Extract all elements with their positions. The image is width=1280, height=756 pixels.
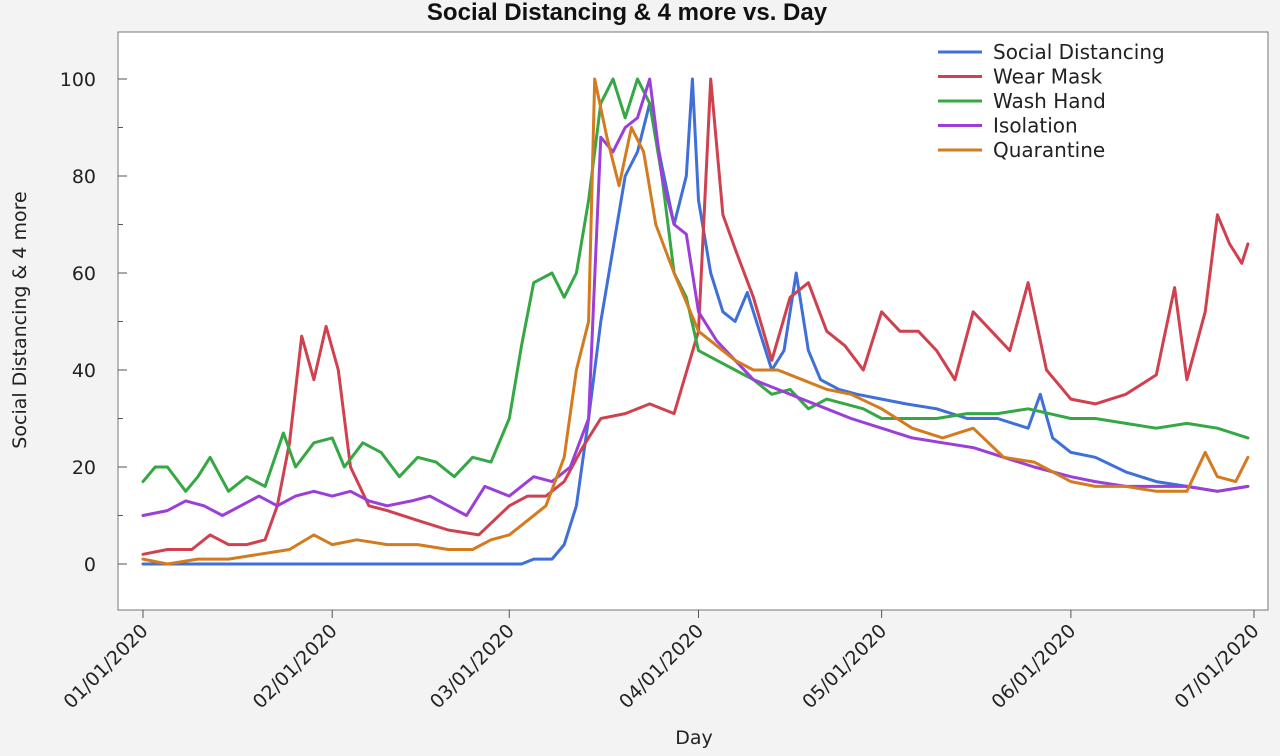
x-tick-label: 03/01/2020 <box>426 620 519 713</box>
series-line-wear-mask <box>141 77 1250 556</box>
x-tick-label: 04/01/2020 <box>615 620 708 713</box>
legend-label-wash-hand: Wash Hand <box>993 89 1106 113</box>
chart-title: Social Distancing & 4 more vs. Day <box>427 0 828 26</box>
legend-label-isolation: Isolation <box>993 114 1078 138</box>
series-line-social-distancing <box>141 77 1250 566</box>
series-line-wash-hand <box>141 77 1250 493</box>
legend-label-social-distancing: Social Distancing <box>993 40 1165 64</box>
y-tick-label: 40 <box>72 360 96 382</box>
legend-label-quarantine: Quarantine <box>993 138 1105 162</box>
legend-label-wear-mask: Wear Mask <box>993 65 1103 89</box>
y-tick-label: 0 <box>84 554 96 576</box>
y-tick-label: 100 <box>60 69 96 91</box>
y-tick-label: 20 <box>72 457 96 479</box>
series-line-isolation <box>141 77 1250 517</box>
x-tick-label: 01/01/2020 <box>60 620 153 713</box>
x-axis: 01/01/2020 02/01/2020 03/01/2020 04/01/2020… <box>60 610 1264 713</box>
x-axis-label: Day <box>675 727 713 749</box>
x-tick-label: 07/01/2020 <box>1171 620 1264 713</box>
series-layer <box>141 77 1250 566</box>
x-tick-label: 06/01/2020 <box>987 620 1080 713</box>
series-line-quarantine <box>141 77 1250 566</box>
x-tick-label: 02/01/2020 <box>249 620 342 713</box>
y-tick-label: 80 <box>72 166 96 188</box>
y-axis: 0 20 40 60 80 100 <box>60 69 127 576</box>
y-tick-label: 60 <box>72 263 96 285</box>
y-axis-label: Social Distancing & 4 more <box>9 191 31 448</box>
x-tick-label: 05/01/2020 <box>798 620 891 713</box>
